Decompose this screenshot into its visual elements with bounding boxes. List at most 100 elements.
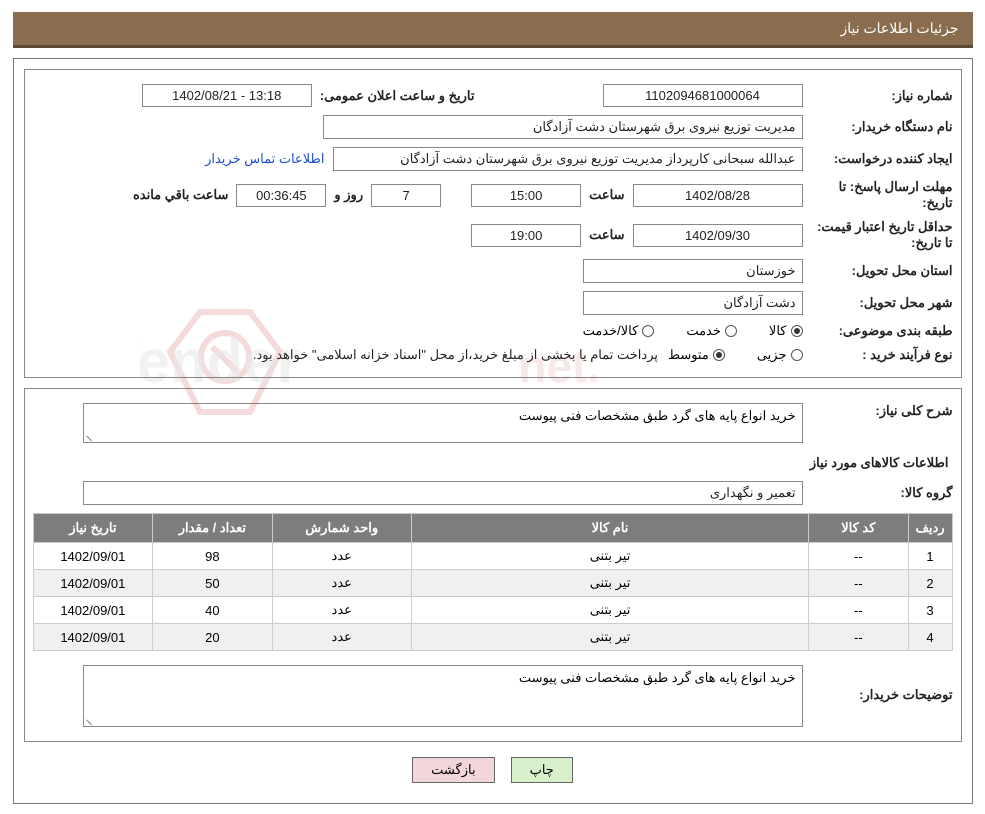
answer-deadline-time: 15:00 <box>471 184 581 207</box>
cell-code: -- <box>809 624 908 651</box>
cell-date: 1402/09/01 <box>33 570 153 597</box>
cell-name: تیر بتنی <box>411 624 808 651</box>
general-desc-text: خرید انواع پایه های گرد طبق مشخصات فنی پ… <box>519 408 796 423</box>
answer-deadline-date: 1402/08/28 <box>633 184 803 207</box>
cell-unit: عدد <box>272 543 411 570</box>
need-no-label: شماره نیاز: <box>803 88 953 104</box>
resize-handle-icon[interactable] <box>85 715 95 725</box>
th-unit: واحد شمارش <box>272 514 411 543</box>
radio-service-label: خدمت <box>686 323 721 339</box>
table-row: 1 -- تیر بتنی عدد 98 1402/09/01 <box>33 543 952 570</box>
buyer-contact-link[interactable]: اطلاعات تماس خریدار <box>205 151 332 167</box>
announce-label: تاریخ و ساعت اعلان عمومی: <box>312 88 483 104</box>
radio-medium-circle <box>713 349 725 361</box>
province-label: استان محل تحویل: <box>803 263 953 279</box>
process-type-group: جزیی متوسط <box>668 347 803 363</box>
cell-name: تیر بتنی <box>411 543 808 570</box>
cell-qty: 98 <box>153 543 272 570</box>
cell-idx: 1 <box>908 543 952 570</box>
time-label-1: ساعت <box>581 187 632 203</box>
th-name: نام کالا <box>411 514 808 543</box>
radio-goods-label: کالا <box>769 323 787 339</box>
announce-value: 13:18 - 1402/08/21 <box>142 84 312 107</box>
requester-label: ایجاد کننده درخواست: <box>803 151 953 167</box>
radio-service[interactable]: خدمت <box>686 323 737 339</box>
buyer-org-label: نام دستگاه خریدار: <box>803 119 953 135</box>
cell-idx: 3 <box>908 597 952 624</box>
cell-code: -- <box>809 543 908 570</box>
subject-class-group: کالا خدمت کالا/خدمت <box>583 323 803 339</box>
table-row: 2 -- تیر بتنی عدد 50 1402/09/01 <box>33 570 952 597</box>
cell-name: تیر بتنی <box>411 570 808 597</box>
back-button[interactable]: بازگشت <box>412 757 494 783</box>
panel-title: جزئیات اطلاعات نیاز <box>840 20 958 36</box>
cell-name: تیر بتنی <box>411 597 808 624</box>
general-desc-textarea[interactable]: خرید انواع پایه های گرد طبق مشخصات فنی پ… <box>83 403 803 443</box>
cell-unit: عدد <box>272 624 411 651</box>
cell-idx: 2 <box>908 570 952 597</box>
table-row: 3 -- تیر بتنی عدد 40 1402/09/01 <box>33 597 952 624</box>
need-info-block: شماره نیاز: 1102094681000064 تاریخ و ساع… <box>24 69 962 378</box>
payment-note: پرداخت تمام یا بخشی از مبلغ خرید،از محل … <box>253 347 668 363</box>
subject-class-label: طبقه بندی موضوعی: <box>803 323 953 339</box>
radio-goods-service[interactable]: کالا/خدمت <box>583 323 655 339</box>
group-label: گروه کالا: <box>803 485 953 501</box>
th-idx: ردیف <box>908 514 952 543</box>
city-value: دشت آزادگان <box>583 291 803 315</box>
items-tbody: 1 -- تیر بتنی عدد 98 1402/09/01 2 -- تیر… <box>33 543 952 651</box>
th-qty: تعداد / مقدار <box>153 514 272 543</box>
radio-goods[interactable]: کالا <box>769 323 803 339</box>
buyer-org-value: مدیریت توزیع نیروی برق شهرستان دشت آزادگ… <box>323 115 803 139</box>
radio-medium[interactable]: متوسط <box>668 347 725 363</box>
radio-partial-label: جزیی <box>757 347 787 363</box>
radio-goods-service-circle <box>642 325 654 337</box>
radio-service-circle <box>725 325 737 337</box>
province-value: خوزستان <box>583 259 803 283</box>
process-type-label: نوع فرآیند خرید : <box>803 347 953 363</box>
cell-qty: 20 <box>153 624 272 651</box>
main-panel: شماره نیاز: 1102094681000064 تاریخ و ساع… <box>13 58 973 804</box>
cell-idx: 4 <box>908 624 952 651</box>
cell-date: 1402/09/01 <box>33 543 153 570</box>
time-label-2: ساعت <box>581 227 632 243</box>
cell-date: 1402/09/01 <box>33 597 153 624</box>
price-validity-time: 19:00 <box>471 224 581 247</box>
price-validity-date: 1402/09/30 <box>633 224 803 247</box>
th-date: تاریخ نیاز <box>33 514 153 543</box>
th-code: کد کالا <box>809 514 908 543</box>
radio-partial-circle <box>791 349 803 361</box>
requester-value: عبدالله سبحانی کارپرداز مدیریت توزیع نیر… <box>333 147 803 171</box>
days-remaining: 7 <box>371 184 441 207</box>
footer-buttons: چاپ بازگشت <box>24 757 962 783</box>
general-desc-label: شرح کلی نیاز: <box>803 403 953 419</box>
cell-date: 1402/09/01 <box>33 624 153 651</box>
cell-qty: 50 <box>153 570 272 597</box>
cell-code: -- <box>809 597 908 624</box>
radio-goods-service-label: کالا/خدمت <box>583 323 639 339</box>
cell-unit: عدد <box>272 597 411 624</box>
price-validity-label: حداقل تاریخ اعتبار قیمت: تا تاریخ: <box>803 219 953 251</box>
countdown-value: 00:36:45 <box>236 184 326 207</box>
table-row: 4 -- تیر بتنی عدد 20 1402/09/01 <box>33 624 952 651</box>
radio-goods-circle <box>791 325 803 337</box>
items-block: شرح کلی نیاز: خرید انواع پایه های گرد طب… <box>24 388 962 742</box>
items-title: اطلاعات کالاهای مورد نیاز <box>33 447 953 477</box>
city-label: شهر محل تحویل: <box>803 295 953 311</box>
cell-code: -- <box>809 570 908 597</box>
panel-header: جزئیات اطلاعات نیاز <box>13 12 973 48</box>
items-table: ردیف کد کالا نام کالا واحد شمارش تعداد /… <box>33 513 953 651</box>
need-no-value: 1102094681000064 <box>603 84 803 107</box>
print-button[interactable]: چاپ <box>511 757 573 783</box>
group-value: تعمیر و نگهداری <box>83 481 803 505</box>
radio-medium-label: متوسط <box>668 347 709 363</box>
buyer-notes-text: خرید انواع پایه های گرد طبق مشخصات فنی پ… <box>519 670 796 685</box>
radio-partial[interactable]: جزیی <box>757 347 803 363</box>
resize-handle-icon[interactable] <box>85 431 95 441</box>
buyer-notes-textarea[interactable]: خرید انواع پایه های گرد طبق مشخصات فنی پ… <box>83 665 803 727</box>
days-label: روز و <box>326 187 371 203</box>
cell-unit: عدد <box>272 570 411 597</box>
cell-qty: 40 <box>153 597 272 624</box>
buyer-notes-label: توضیحات خریدار: <box>803 665 953 703</box>
remaining-label: ساعت باقي مانده <box>125 187 236 203</box>
answer-deadline-label: مهلت ارسال پاسخ: تا تاریخ: <box>803 179 953 211</box>
